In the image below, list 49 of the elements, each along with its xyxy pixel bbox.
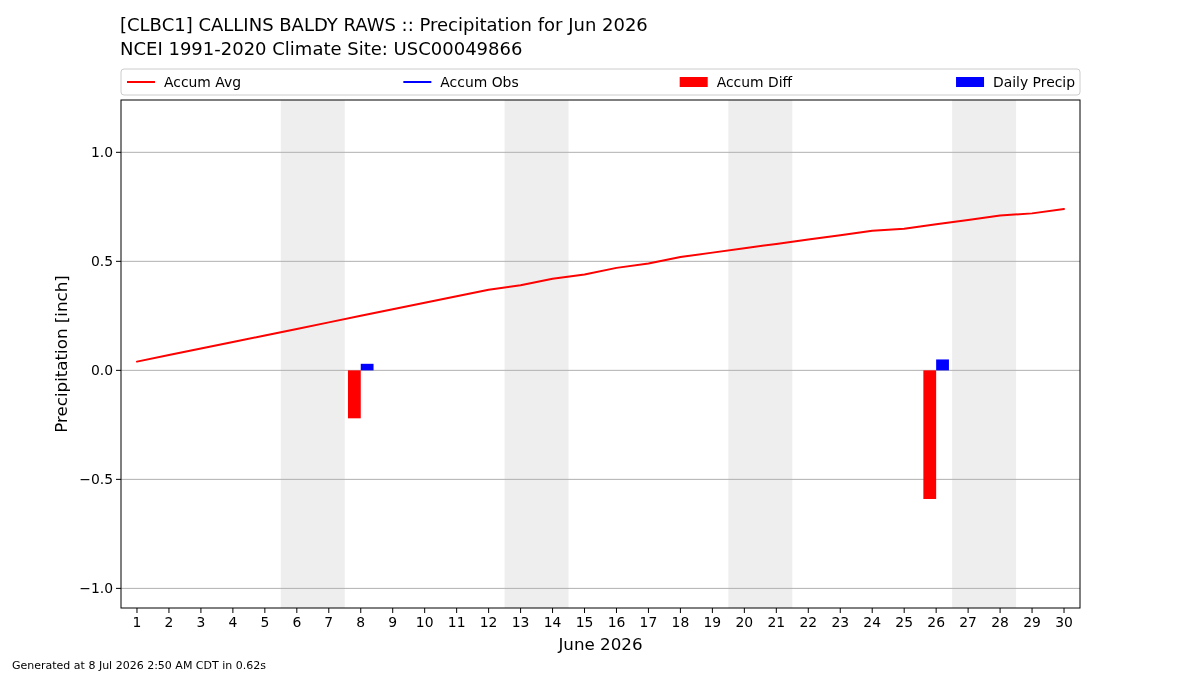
- legend-label: Daily Precip: [993, 73, 1076, 90]
- bar: [347, 370, 361, 419]
- x-tick-label: 23: [831, 614, 850, 630]
- x-tick-label: 28: [991, 614, 1009, 630]
- y-tick-label: 0.5: [90, 253, 113, 270]
- x-tick-label: 5: [260, 614, 270, 630]
- x-tick-label: 6: [292, 614, 302, 630]
- x-tick-label: 14: [543, 614, 562, 630]
- text: Generated at 8 Jul 2026 2:50 AM CDT in 0.62s: [12, 659, 267, 672]
- x-tick-label: 7: [324, 614, 334, 630]
- chart-subtitle: NCEI 1991-2020 Climate Site: USC00049866: [120, 38, 523, 59]
- x-tick-label: 16: [607, 614, 626, 630]
- x-tick-label: 30: [1055, 614, 1073, 630]
- x-tick-label: 8: [356, 614, 366, 630]
- x-tick-label: 3: [196, 614, 206, 630]
- x-tick-label: 21: [767, 614, 786, 630]
- x-tick-label: 2: [164, 614, 174, 630]
- bar: [936, 359, 949, 371]
- x-tick-label: 4: [228, 614, 238, 630]
- chart-title: [CLBC1] CALLINS BALDY RAWS :: Precipitation for Jun 2026: [120, 14, 648, 35]
- y-axis-title: Precipitation [inch]: [51, 275, 71, 433]
- x-tick-label: 11: [447, 614, 466, 630]
- x-tick-label: 26: [927, 614, 945, 630]
- bar: [360, 363, 374, 371]
- x-tick-label: 12: [479, 614, 498, 630]
- legend-label: Accum Avg: [164, 73, 242, 90]
- y-tick-label: −1.0: [79, 580, 113, 597]
- x-tick-label: 18: [671, 614, 690, 630]
- y-tick-label: 0.0: [90, 362, 113, 379]
- x-tick-label: 25: [895, 614, 914, 630]
- legend-label: Accum Obs: [440, 73, 519, 90]
- line-series: [135, 208, 1066, 363]
- x-tick-label: 9: [388, 614, 398, 630]
- x-tick-label: 17: [639, 614, 658, 630]
- x-tick-label: 20: [735, 614, 754, 630]
- x-tick-label: 15: [575, 614, 594, 630]
- x-tick-label: 13: [511, 614, 530, 630]
- bar: [923, 370, 937, 499]
- x-tick-label: 29: [1023, 614, 1041, 630]
- y-tick-label: 1.0: [90, 144, 113, 161]
- x-axis-title: June 2026: [557, 634, 643, 654]
- x-tick-label: 19: [703, 614, 722, 630]
- legend-label: Accum Diff: [716, 73, 793, 90]
- x-tick-label: 10: [415, 614, 434, 630]
- x-tick-label: 24: [863, 614, 882, 630]
- x-tick-label: 22: [799, 614, 818, 630]
- y-tick-label: −0.5: [79, 471, 113, 488]
- x-tick-label: 1: [132, 614, 142, 630]
- x-tick-label: 27: [959, 614, 977, 630]
